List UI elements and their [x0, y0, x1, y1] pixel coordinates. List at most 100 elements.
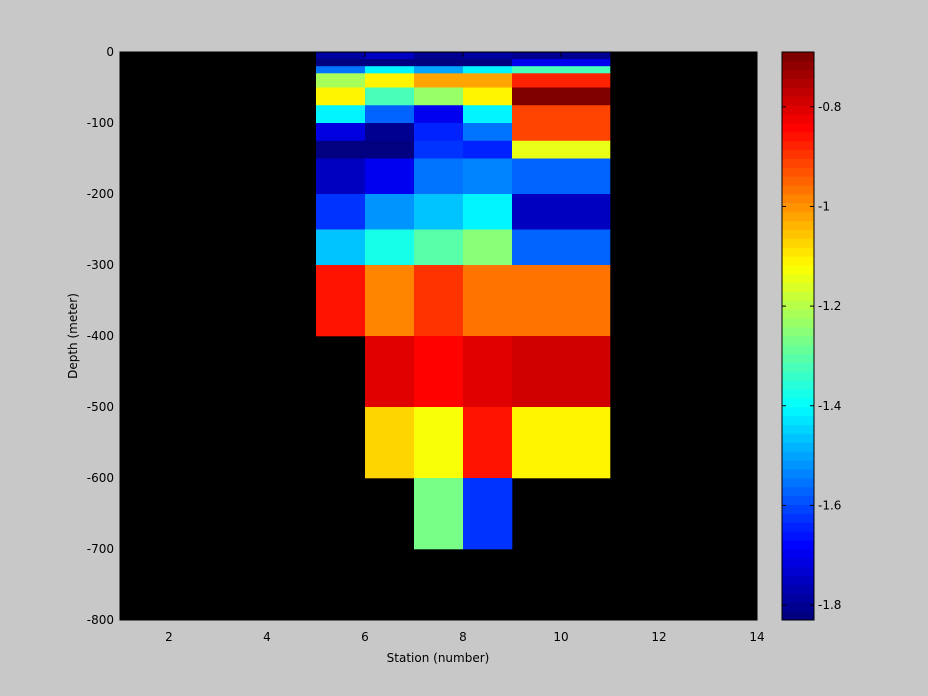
colorbar-segment [782, 60, 814, 71]
heatmap-cell [414, 52, 464, 60]
y-tick-label: -300 [87, 258, 114, 272]
heatmap-cell [316, 158, 366, 195]
heatmap-cell [463, 140, 513, 159]
colorbar-segment [782, 194, 814, 204]
colorbar-segment [782, 238, 814, 248]
colorbar-segment [782, 158, 814, 168]
heatmap-cell [512, 336, 611, 408]
colorbar-segment [782, 478, 814, 488]
colorbar-segment [782, 96, 814, 106]
heatmap-cell [414, 140, 464, 159]
heatmap-cell [512, 59, 611, 67]
heatmap-cell [463, 336, 513, 408]
heatmap-cell [414, 105, 464, 124]
colorbar-segment [782, 407, 814, 417]
heatmap-cell [365, 123, 415, 142]
heatmap-cell [463, 229, 513, 266]
heatmap-cell [512, 73, 611, 88]
heatmap-cell [512, 87, 611, 106]
colorbar-tick-label: -1.8 [818, 598, 841, 612]
heatmap-cell [365, 52, 415, 60]
colorbar-tick-label: -1.6 [818, 498, 841, 512]
heatmap-cell [463, 123, 513, 142]
x-tick-label: 14 [749, 630, 764, 644]
colorbar-ticks: -0.8 -1 -1.2 -1.4 -1.6 -1.8 [782, 100, 841, 612]
colorbar-segment [782, 140, 814, 151]
colorbar-segment [782, 460, 814, 470]
y-tick-label: -800 [87, 613, 114, 627]
heatmap-cell [463, 52, 513, 60]
colorbar-segment [782, 131, 814, 142]
colorbar-segment [782, 300, 814, 310]
colorbar-segment [782, 424, 814, 435]
heatmap-cell [316, 73, 366, 88]
y-tick-label: -700 [87, 542, 114, 556]
heatmap-cell [414, 229, 464, 266]
x-axis-ticks: 2 4 6 8 10 12 14 [165, 52, 765, 644]
x-tick-label: 8 [459, 630, 467, 644]
colorbar-segment [782, 549, 814, 559]
colorbar-segment [782, 469, 814, 479]
colorbar-segment [782, 256, 814, 266]
heatmap-cell [365, 105, 415, 124]
heatmap-cell [414, 66, 464, 74]
heatmap-cell [414, 87, 464, 106]
x-axis-label: Station (number) [387, 651, 490, 665]
heatmap-cell [512, 229, 611, 266]
heatmap-cell [316, 105, 366, 124]
colorbar-segment [782, 69, 814, 80]
heatmap-cell [512, 194, 611, 230]
heatmap-cell [316, 123, 366, 142]
heatmap-cell [316, 140, 366, 159]
heatmap-cell [414, 407, 464, 479]
colorbar-segment [782, 495, 814, 506]
colorbar-segment [782, 593, 814, 603]
heatmap-cell [316, 59, 366, 67]
y-axis-label: Depth (meter) [66, 293, 80, 379]
heatmap-cell [316, 87, 366, 106]
heatmap-cell [463, 59, 513, 67]
colorbar-segment [782, 52, 814, 62]
heatmap-cell [316, 229, 366, 266]
heatmap-cell [316, 194, 366, 230]
y-tick-label: -100 [87, 116, 114, 130]
x-tick-label: 12 [651, 630, 666, 644]
colorbar-segment [782, 513, 814, 523]
colorbar-segment [782, 327, 814, 337]
heatmap-cell [365, 66, 415, 74]
heatmap-cell [463, 73, 513, 88]
x-tick-label: 6 [361, 630, 369, 644]
colorbar-segment [782, 220, 814, 230]
colorbar-segment [782, 362, 814, 372]
heatmap-cell [512, 407, 611, 479]
heatmap-cell [414, 336, 464, 408]
colorbar-segment [782, 566, 814, 577]
colorbar-segment [782, 318, 814, 328]
colorbar-segment [782, 540, 814, 550]
heatmap-cell [365, 87, 415, 106]
colorbar-tick-label: -1.4 [818, 399, 841, 413]
heatmap-cell [365, 140, 415, 159]
heatmap-cell [463, 194, 513, 230]
colorbar-segment [782, 211, 814, 222]
x-tick-label: 2 [165, 630, 173, 644]
colorbar-segment [782, 114, 814, 124]
colorbar-segment [782, 167, 814, 177]
colorbar-segment [782, 176, 814, 186]
colorbar-segment [782, 451, 814, 461]
colorbar-segment [782, 353, 814, 364]
heatmap-cells [316, 52, 611, 550]
colorbar-segment [782, 185, 814, 195]
colorbar-segment [782, 504, 814, 514]
heatmap-cell [414, 194, 464, 230]
heatmap-cell [365, 336, 415, 408]
colorbar-segment [782, 557, 814, 568]
y-tick-label: -400 [87, 329, 114, 343]
y-tick-label: -600 [87, 471, 114, 485]
heatmap-cell [512, 265, 611, 337]
colorbar-segment [782, 78, 814, 88]
colorbar-segment [782, 584, 814, 594]
heatmap-cell [414, 265, 464, 337]
colorbar-segment [782, 442, 814, 452]
colorbar [781, 51, 815, 621]
